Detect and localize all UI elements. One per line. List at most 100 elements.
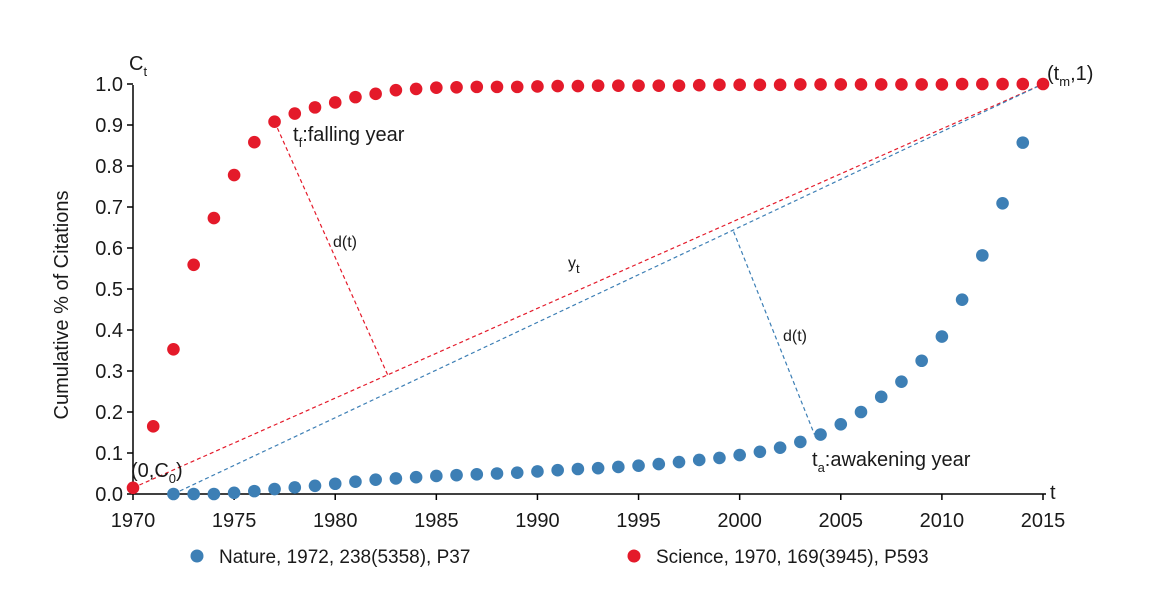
x-tick-label: 2015 — [1021, 510, 1066, 532]
x-tick-label: 2005 — [819, 510, 864, 532]
nature-point — [713, 451, 726, 465]
nature-point — [652, 457, 666, 471]
y-tick-label: 0.4 — [95, 320, 123, 342]
nature-point — [349, 475, 362, 489]
y-tick-label: 0.6 — [95, 238, 123, 260]
nature-point — [207, 487, 221, 501]
science-point — [389, 83, 403, 97]
y-tick-label: 0.3 — [95, 361, 123, 383]
science-baseline-line — [132, 83, 1044, 489]
yt-main: y — [568, 255, 576, 272]
legend-marker-nature — [190, 549, 204, 563]
awakening-year-t: t — [812, 449, 818, 471]
awakening-year-sub: a — [818, 460, 826, 475]
nature-point — [409, 470, 423, 484]
science-point — [632, 79, 645, 92]
y-tick-label: 0.2 — [95, 402, 123, 424]
nature-point — [328, 477, 342, 491]
x-tick-label: 2010 — [920, 510, 965, 532]
science-point — [531, 80, 544, 93]
nature-point — [612, 460, 625, 474]
y-tick-label: 0.8 — [95, 156, 123, 178]
nature-point — [632, 459, 645, 473]
x-tick-label: 1980 — [313, 510, 358, 532]
science-point — [470, 80, 484, 94]
nature-point — [935, 330, 949, 343]
start-point-post: ) — [176, 460, 183, 482]
science-point — [713, 78, 726, 92]
data-points — [126, 77, 1050, 501]
nature-point — [308, 479, 322, 493]
science-point — [652, 79, 666, 92]
nature-point — [672, 455, 686, 469]
nature-distance-line — [733, 231, 816, 435]
awakening-year-text: :awakening year — [825, 449, 971, 471]
science-point — [895, 78, 908, 91]
y-tick-label: 0.9 — [95, 115, 123, 137]
x-tick-label: 1970 — [111, 510, 156, 532]
nature-point — [248, 484, 261, 498]
science-point — [167, 342, 180, 356]
nature-point — [227, 486, 241, 500]
y-tick-label: 0.5 — [95, 279, 123, 301]
start-point-pre: (0,C — [131, 460, 169, 482]
y-tick-label: 0.1 — [95, 443, 123, 465]
science-point — [551, 79, 564, 93]
falling-year-t: t — [293, 124, 299, 146]
science-point — [834, 78, 848, 91]
x-axis-symbol: t — [1050, 482, 1056, 504]
science-point — [409, 82, 423, 96]
nature-point — [854, 405, 868, 419]
y-axis-symbol-main: C — [129, 53, 143, 75]
y-tick-label: 0.0 — [95, 484, 123, 506]
legend-label-science: Science, 1970, 169(3945), P593 — [656, 547, 929, 568]
axes — [132, 85, 1046, 495]
science-point — [126, 481, 140, 495]
nature-point — [733, 448, 746, 462]
science-point — [288, 107, 302, 120]
science-point — [1036, 77, 1050, 91]
distance-label-science: d(t) — [333, 234, 357, 251]
x-tick-label: 2000 — [717, 510, 762, 532]
nature-point — [369, 473, 382, 486]
science-point — [814, 78, 827, 91]
distance-label-nature: d(t) — [783, 328, 807, 345]
nature-point — [571, 462, 585, 476]
science-point — [571, 79, 585, 93]
science-point — [146, 420, 160, 433]
nature-point — [753, 445, 767, 459]
science-point — [430, 81, 443, 94]
end-point-pre: (t — [1047, 63, 1060, 85]
x-tick-label: 1995 — [616, 510, 661, 532]
science-point — [915, 78, 928, 91]
nature-point — [1016, 136, 1030, 149]
legend: Nature, 1972, 238(5358), P37 Science, 19… — [190, 547, 929, 568]
science-point — [1016, 77, 1030, 91]
nature-point — [490, 467, 504, 480]
y-tick-label: 0.7 — [95, 197, 123, 219]
science-point — [490, 80, 504, 94]
science-point — [248, 135, 261, 149]
science-point — [328, 96, 342, 109]
awakening-year-label: ta:awakening year — [812, 449, 971, 475]
start-point-sub: 0 — [169, 471, 176, 486]
science-point — [935, 78, 949, 91]
falling-year-text: :falling year — [302, 124, 405, 146]
reference-lines — [132, 83, 1044, 495]
science-point — [450, 80, 463, 94]
nature-point — [470, 468, 484, 481]
end-point-label: (tm,1) — [1047, 63, 1093, 89]
nature-point — [915, 354, 928, 368]
start-point-label: (0,C0) — [131, 460, 183, 486]
science-point — [308, 101, 322, 114]
nature-point — [955, 293, 969, 306]
nature-point — [773, 441, 787, 454]
science-point — [773, 78, 787, 92]
science-point — [692, 78, 706, 92]
science-point — [976, 77, 989, 91]
nature-point — [288, 481, 302, 494]
science-point — [591, 79, 605, 92]
science-distance-line — [274, 121, 389, 376]
yt-sub: t — [576, 261, 580, 276]
nature-point — [834, 418, 848, 431]
